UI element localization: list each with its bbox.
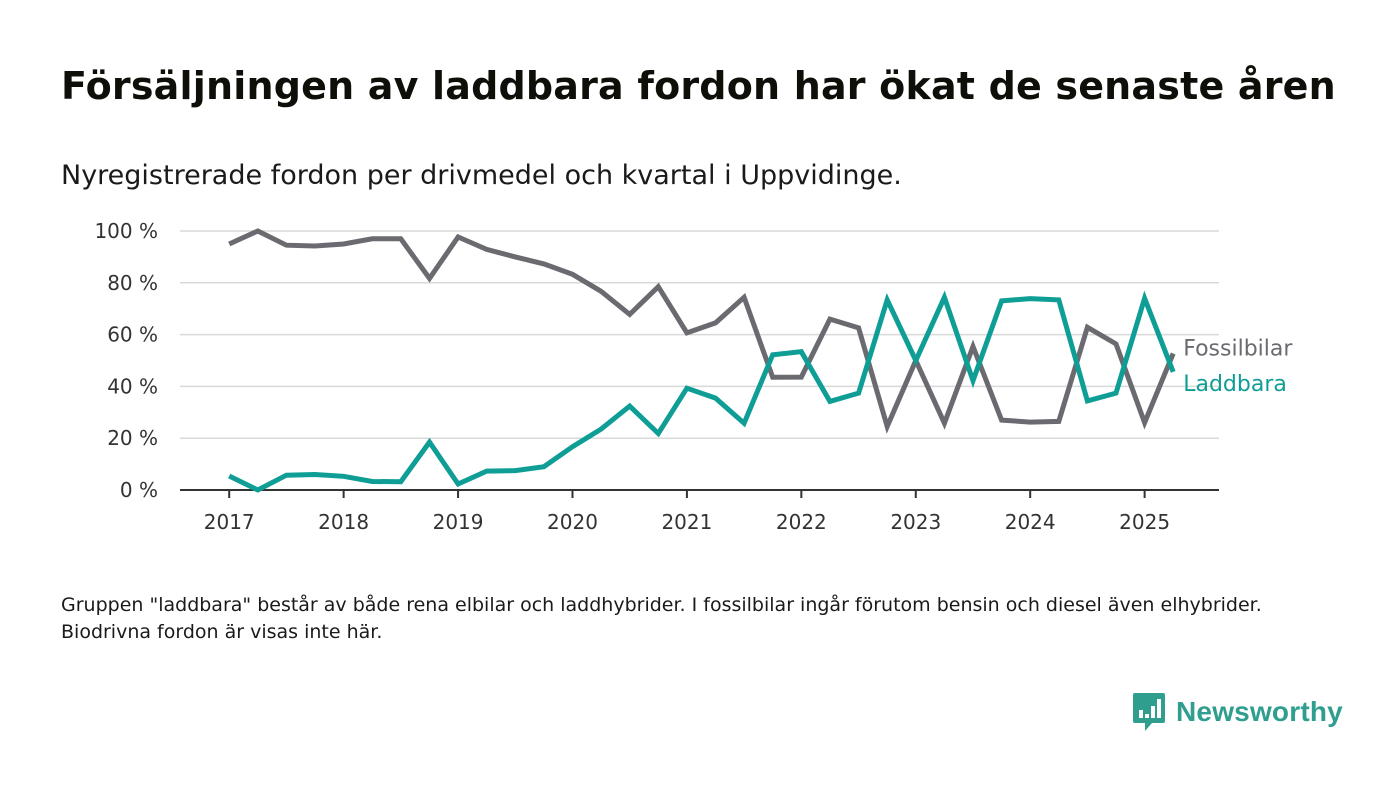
y-tick-label: 80 %	[107, 271, 158, 295]
x-tick-label: 2022	[776, 510, 827, 534]
series-line-fossilbilar	[228, 228, 1176, 434]
bar-chart-speech-bubble-icon	[1133, 693, 1165, 731]
series-labels: Fossilbilar Laddbara	[1183, 337, 1293, 397]
x-tick-label: 2017	[204, 510, 255, 534]
x-tick-label: 2023	[890, 510, 941, 534]
y-tick-label: 60 %	[107, 323, 158, 347]
logo-text: Newsworthy	[1176, 696, 1343, 727]
chart-title: Försäljningen av laddbara fordon har öka…	[61, 64, 1336, 108]
x-tick-label: 2020	[547, 510, 598, 534]
x-tick-label: 2018	[318, 510, 369, 534]
x-tick-label: 2025	[1119, 510, 1170, 534]
axes: 0 % 20 % 40 % 60 % 80 % 100 % 2017 2018 2019 2020…	[94, 219, 1219, 534]
x-tick-label: 2024	[1005, 510, 1056, 534]
y-tick-label: 20 %	[107, 426, 158, 450]
footnote: Gruppen "laddbara" består av både rena e…	[61, 594, 1262, 643]
series-label-laddbara: Laddbara	[1183, 372, 1287, 397]
gridlines	[180, 230, 1219, 439]
series-label-fossilbilar: Fossilbilar	[1183, 337, 1293, 362]
y-tick-label: 40 %	[107, 374, 158, 398]
newsworthy-logo[interactable]: Newsworthy	[1132, 690, 1343, 734]
y-tick-label: 0 %	[120, 478, 158, 502]
series-line-laddbara	[228, 290, 1176, 493]
x-tick-label: 2019	[433, 510, 484, 534]
y-tick-label: 100 %	[94, 219, 158, 243]
series-lines	[228, 228, 1176, 493]
chart-subtitle: Nyregistrerade fordon per drivmedel och …	[61, 160, 902, 191]
line-chart: 0 % 20 % 40 % 60 % 80 % 100 % 2017 2018 2019 2020…	[94, 219, 1293, 534]
x-tick-label: 2021	[661, 510, 712, 534]
